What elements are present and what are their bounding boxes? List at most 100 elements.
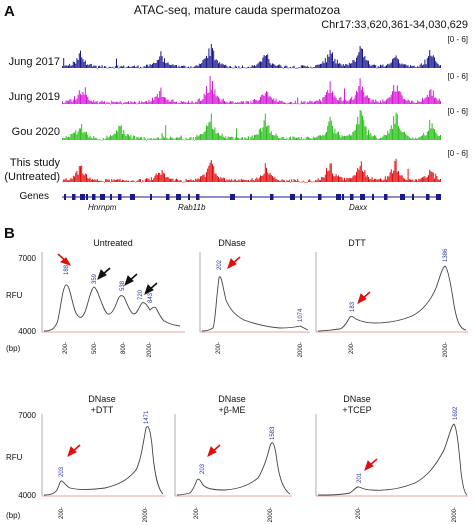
track-bar [431, 123, 433, 140]
track-bar [69, 99, 71, 104]
track-bar [273, 177, 275, 182]
track-bar [281, 137, 283, 140]
track-bar [212, 128, 213, 140]
track-bar [422, 65, 423, 68]
track-bar [94, 138, 96, 140]
track-bar [222, 136, 224, 140]
track-bar [102, 181, 104, 182]
track-bar [298, 67, 300, 68]
gene-exon [372, 194, 374, 200]
track-bar [318, 179, 320, 182]
track-bar [341, 101, 343, 104]
track-bar [275, 133, 277, 140]
track-bar [148, 99, 150, 104]
track-bar [66, 100, 68, 104]
track-bar [222, 98, 224, 104]
track-bar [164, 97, 165, 104]
track-bar [63, 102, 65, 104]
track-bar [174, 138, 176, 140]
track-bar [368, 129, 369, 140]
track-bar [381, 179, 383, 182]
track-bar [213, 129, 215, 140]
track-bar [351, 63, 353, 68]
track-bar [291, 139, 293, 140]
track-bar [320, 63, 321, 68]
track-bar [156, 174, 158, 182]
track-bar [78, 166, 80, 182]
track-bar [201, 100, 203, 104]
gene-exon [166, 194, 170, 200]
track-bar [410, 102, 411, 104]
track-bar [182, 66, 183, 68]
track-bar [221, 133, 223, 140]
track-bar [278, 138, 279, 140]
track-bar [159, 139, 161, 140]
track-bar [252, 180, 254, 182]
track-bar [162, 62, 164, 68]
track-bar [287, 67, 289, 69]
track-bar [106, 67, 108, 69]
track-bar [328, 170, 330, 182]
track-bar [148, 139, 150, 140]
track-bar [159, 91, 161, 104]
track-bar [168, 64, 170, 68]
track-bar [383, 66, 385, 68]
track-bar [69, 179, 71, 182]
row1-ytick-7000: 7000 [18, 254, 36, 263]
track-bar [190, 66, 192, 68]
track-bar [393, 58, 395, 68]
track-bar [348, 100, 350, 104]
track-bar [351, 135, 353, 140]
track-bar [134, 181, 135, 182]
track-bar [298, 181, 300, 182]
track-bar [167, 139, 169, 140]
track-bar [362, 49, 363, 68]
track-bar [432, 90, 434, 104]
track-bar [93, 65, 95, 68]
plot3-peak-label-1386: 1386 [443, 248, 449, 262]
track-bar [190, 102, 192, 104]
track-bar [212, 164, 213, 182]
track-bar [238, 66, 240, 68]
panel-b-label: B [4, 225, 15, 242]
track-bar [137, 137, 139, 140]
track-bar [140, 137, 141, 140]
track-bar [172, 64, 174, 68]
track-bar [394, 123, 396, 140]
track-bar [214, 60, 216, 68]
track-bar [338, 63, 339, 68]
track-bar [262, 127, 264, 140]
track-bar [311, 181, 313, 183]
locus-label: Chr17:33,620,361-34,030,629 [321, 19, 468, 31]
gene-label-daxx: Daxx [349, 203, 368, 212]
track-bar [386, 65, 387, 68]
track-bar [149, 138, 151, 140]
track-bar [125, 135, 127, 140]
track-bar [102, 101, 104, 104]
track-bar [304, 139, 306, 141]
track-bar [231, 178, 233, 182]
track-bar [209, 121, 211, 140]
track-bar [83, 175, 85, 182]
track-bar [418, 101, 420, 104]
track-bar [143, 136, 145, 140]
track-bar [62, 66, 63, 68]
track-bar [256, 134, 258, 140]
track-bar [84, 60, 86, 68]
plot5-frame [174, 414, 292, 497]
track-bar [210, 89, 212, 104]
row2-x-axis-label: (bp) [6, 511, 21, 520]
track-bar [419, 136, 421, 140]
track-bar [183, 181, 185, 183]
track-bar [71, 65, 73, 68]
track-bar [284, 66, 285, 68]
track-bar [359, 78, 361, 104]
track-bar [267, 54, 269, 68]
track-bar [364, 170, 366, 182]
track-bar [276, 101, 278, 104]
track-bar [279, 138, 281, 140]
track-bar [290, 101, 291, 104]
track-bar [224, 65, 225, 68]
track-bar [140, 103, 141, 104]
